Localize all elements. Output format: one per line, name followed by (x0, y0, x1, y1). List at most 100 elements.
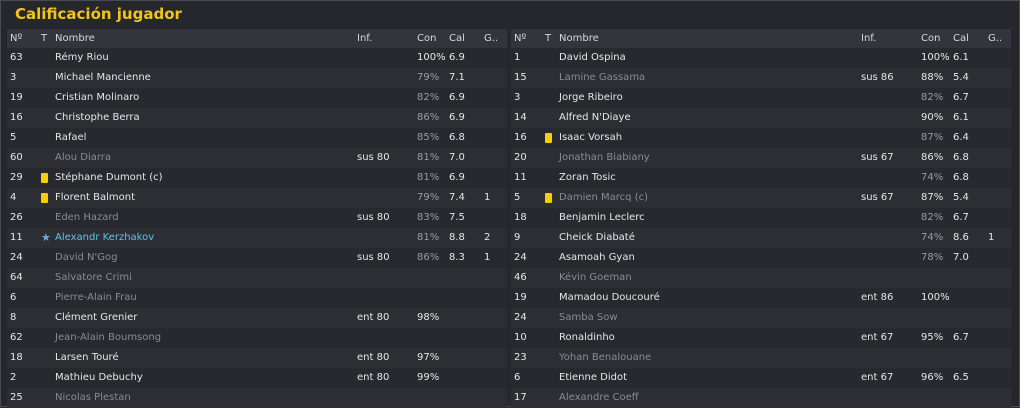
player-name[interactable]: Alfred N'Diaye (559, 112, 631, 123)
table-row[interactable]: 4 Florent Balmont 79% 7.4 1 (7, 188, 507, 208)
table-row[interactable]: 2 Mathieu Debuchy ent 80 99% (7, 368, 507, 388)
player-name[interactable]: Jean-Alain Boumsong (55, 332, 162, 343)
table-row[interactable]: 63 Rémy Riou 100% 6.9 (7, 48, 507, 68)
player-name[interactable]: Isaac Vorsah (559, 132, 623, 143)
header-t[interactable]: T (41, 33, 48, 44)
table-row[interactable]: 11 ★ Alexandr Kerzhakov 81% 8.8 2 (7, 228, 507, 248)
table-row[interactable]: 24 Samba Sow (511, 308, 1011, 328)
player-name[interactable]: Asamoah Gyan (559, 252, 635, 263)
header-name[interactable]: Nombre (55, 33, 95, 44)
table-row[interactable]: 25 Nicolas Plestan (7, 388, 507, 408)
header-cal[interactable]: Cal (953, 33, 969, 44)
table-row[interactable]: 5 Damien Marcq (c) sus 67 87% 5.4 (511, 188, 1011, 208)
table-row[interactable]: 26 Eden Hazard sus 80 83% 7.5 (7, 208, 507, 228)
table-row[interactable]: 62 Jean-Alain Boumsong (7, 328, 507, 348)
table-row[interactable]: 6 Pierre-Alain Frau (7, 288, 507, 308)
player-name[interactable]: Alou Diarra (55, 152, 112, 163)
player-name[interactable]: Zoran Tosic (559, 172, 616, 183)
player-name[interactable]: Samba Sow (559, 312, 618, 323)
table-row[interactable]: 10 Ronaldinho ent 67 95% 6.7 (511, 328, 1011, 348)
player-name[interactable]: Yohan Benalouane (559, 352, 652, 363)
table-row[interactable]: 19 Cristian Molinaro 82% 6.9 (7, 88, 507, 108)
header-cal[interactable]: Cal (449, 33, 465, 44)
player-info: sus 67 (861, 192, 894, 203)
player-condition: 96% (921, 372, 944, 383)
player-name[interactable]: Alexandre Coeff (559, 392, 639, 403)
player-name[interactable]: Eden Hazard (55, 212, 119, 223)
table-row[interactable]: 24 Asamoah Gyan 78% 7.0 (511, 248, 1011, 268)
player-name[interactable]: Nicolas Plestan (55, 392, 131, 403)
player-number: 26 (10, 212, 23, 223)
table-row[interactable]: 5 Rafael 85% 6.8 (7, 128, 507, 148)
yellow-card-icon (545, 133, 552, 143)
table-row[interactable]: 8 Clément Grenier ent 80 98% (7, 308, 507, 328)
player-name[interactable]: Ronaldinho (559, 332, 615, 343)
player-name[interactable]: Christophe Berra (55, 112, 140, 123)
header-con[interactable]: Con (921, 33, 941, 44)
player-name[interactable]: Stéphane Dumont (c) (55, 172, 163, 183)
table-row[interactable]: 11 Zoran Tosic 74% 6.8 (511, 168, 1011, 188)
table-row[interactable]: 60 Alou Diarra sus 80 81% 7.0 (7, 148, 507, 168)
table-row[interactable]: 19 Mamadou Doucouré ent 86 100% (511, 288, 1011, 308)
player-name[interactable]: Kévin Goeman (559, 272, 632, 283)
table-row[interactable]: 3 Michael Mancienne 79% 7.1 (7, 68, 507, 88)
header-t[interactable]: T (545, 33, 552, 44)
player-rating: 6.8 (953, 172, 969, 183)
player-name[interactable]: Pierre-Alain Frau (55, 292, 137, 303)
player-name[interactable]: Rafael (55, 132, 87, 143)
table-row[interactable]: 18 Benjamin Leclerc 82% 6.7 (511, 208, 1011, 228)
player-name[interactable]: Etienne Didot (559, 372, 628, 383)
table-row[interactable]: 6 Etienne Didot ent 67 96% 6.5 (511, 368, 1011, 388)
table-row[interactable]: 18 Larsen Touré ent 80 97% (7, 348, 507, 368)
player-name[interactable]: Cheick Diabaté (559, 232, 635, 243)
header-goals[interactable]: G.. (988, 33, 1003, 44)
header-inf[interactable]: Inf. (357, 33, 373, 44)
player-name[interactable]: Mamadou Doucouré (559, 292, 660, 303)
yellow-card-icon (545, 193, 552, 203)
player-number: 19 (10, 92, 23, 103)
status-icon-cell (545, 188, 557, 211)
header-con[interactable]: Con (417, 33, 437, 44)
table-row[interactable]: 15 Lamine Gassama sus 86 88% 5.4 (511, 68, 1011, 88)
table-row[interactable]: 24 David N'Gog sus 80 86% 8.3 1 (7, 248, 507, 268)
table-row[interactable]: 46 Kévin Goeman (511, 268, 1011, 288)
header-name[interactable]: Nombre (559, 33, 599, 44)
table-row[interactable]: 29 Stéphane Dumont (c) 81% 6.9 (7, 168, 507, 188)
player-number: 60 (10, 152, 23, 163)
player-name[interactable]: Larsen Touré (55, 352, 119, 363)
player-rating: 8.3 (449, 252, 465, 263)
table-row[interactable]: 64 Salvatore Crimi (7, 268, 507, 288)
player-name[interactable]: Michael Mancienne (55, 72, 151, 83)
player-name[interactable]: Jonathan Biabiany (559, 152, 650, 163)
player-name[interactable]: Lamine Gassama (559, 72, 646, 83)
player-name[interactable]: Damien Marcq (c) (559, 192, 648, 203)
player-name[interactable]: Mathieu Debuchy (55, 372, 143, 383)
player-condition: 82% (921, 92, 944, 103)
table-row[interactable]: 17 Alexandre Coeff (511, 388, 1011, 408)
table-row[interactable]: 23 Yohan Benalouane (511, 348, 1011, 368)
player-name[interactable]: Florent Balmont (55, 192, 136, 203)
table-row[interactable]: 16 Christophe Berra 86% 6.9 (7, 108, 507, 128)
table-row[interactable]: 14 Alfred N'Diaye 90% 6.1 (511, 108, 1011, 128)
table-row[interactable]: 9 Cheick Diabaté 74% 8.6 1 (511, 228, 1011, 248)
header-number[interactable]: Nº (10, 33, 23, 44)
player-condition: 86% (921, 152, 944, 163)
player-name[interactable]: David N'Gog (55, 252, 118, 263)
player-name[interactable]: Jorge Ribeiro (559, 92, 623, 103)
header-goals[interactable]: G.. (484, 33, 499, 44)
header-number[interactable]: Nº (514, 33, 527, 44)
player-name[interactable]: Rémy Riou (55, 52, 109, 63)
player-name[interactable]: Alexandr Kerzhakov (55, 232, 155, 243)
table-row[interactable]: 3 Jorge Ribeiro 82% 6.7 (511, 88, 1011, 108)
home-team-table: Nº T Nombre Inf. Con Cal G.. 63 Rémy Riou… (7, 29, 507, 408)
player-name[interactable]: Clément Grenier (55, 312, 138, 323)
player-name[interactable]: Benjamin Leclerc (559, 212, 645, 223)
player-number: 63 (10, 52, 23, 63)
player-name[interactable]: David Ospina (559, 52, 626, 63)
player-name[interactable]: Cristian Molinaro (55, 92, 140, 103)
table-row[interactable]: 20 Jonathan Biabiany sus 67 86% 6.8 (511, 148, 1011, 168)
table-row[interactable]: 1 David Ospina 100% 6.1 (511, 48, 1011, 68)
player-name[interactable]: Salvatore Crimi (55, 272, 132, 283)
table-row[interactable]: 16 Isaac Vorsah 87% 6.4 (511, 128, 1011, 148)
header-inf[interactable]: Inf. (861, 33, 877, 44)
